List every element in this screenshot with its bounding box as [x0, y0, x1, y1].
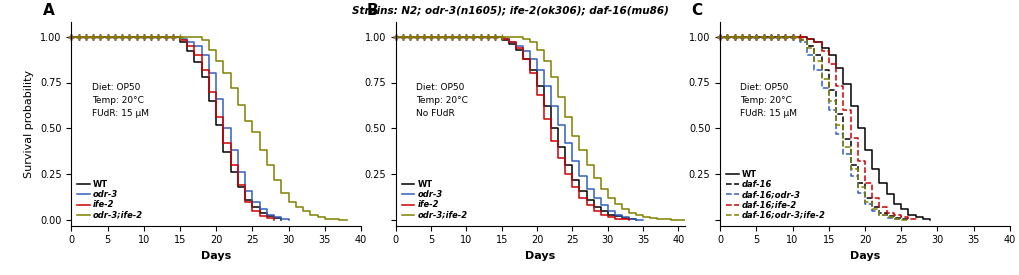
X-axis label: Days: Days — [201, 251, 231, 261]
Text: C: C — [691, 3, 702, 18]
X-axis label: Days: Days — [525, 251, 555, 261]
Text: Diet: OP50
Temp: 20°C
FUdR: 15 μM: Diet: OP50 Temp: 20°C FUdR: 15 μM — [740, 83, 797, 119]
Text: Diet: OP50
Temp: 20°C
FUdR: 15 μM: Diet: OP50 Temp: 20°C FUdR: 15 μM — [92, 83, 149, 119]
X-axis label: Days: Days — [849, 251, 879, 261]
Y-axis label: Survival probability: Survival probability — [24, 70, 35, 178]
Text: Diet: OP50
Temp: 20°C
No FUdR: Diet: OP50 Temp: 20°C No FUdR — [416, 83, 468, 119]
Text: B: B — [367, 3, 378, 18]
Text: A: A — [43, 3, 54, 18]
Legend: WT, odr-3, ife-2, odr-3;ife-2: WT, odr-3, ife-2, odr-3;ife-2 — [399, 178, 469, 221]
Legend: WT, odr-3, ife-2, odr-3;ife-2: WT, odr-3, ife-2, odr-3;ife-2 — [75, 178, 145, 221]
Text: Strains: N2; odr-3(n1605); ife-2(ok306); daf-16(mu86): Strains: N2; odr-3(n1605); ife-2(ok306);… — [352, 6, 667, 15]
Legend: WT, daf-16, daf-16;odr-3, daf-16;ife-2, daf-16;odr-3;ife-2: WT, daf-16, daf-16;odr-3, daf-16;ife-2, … — [723, 168, 826, 221]
